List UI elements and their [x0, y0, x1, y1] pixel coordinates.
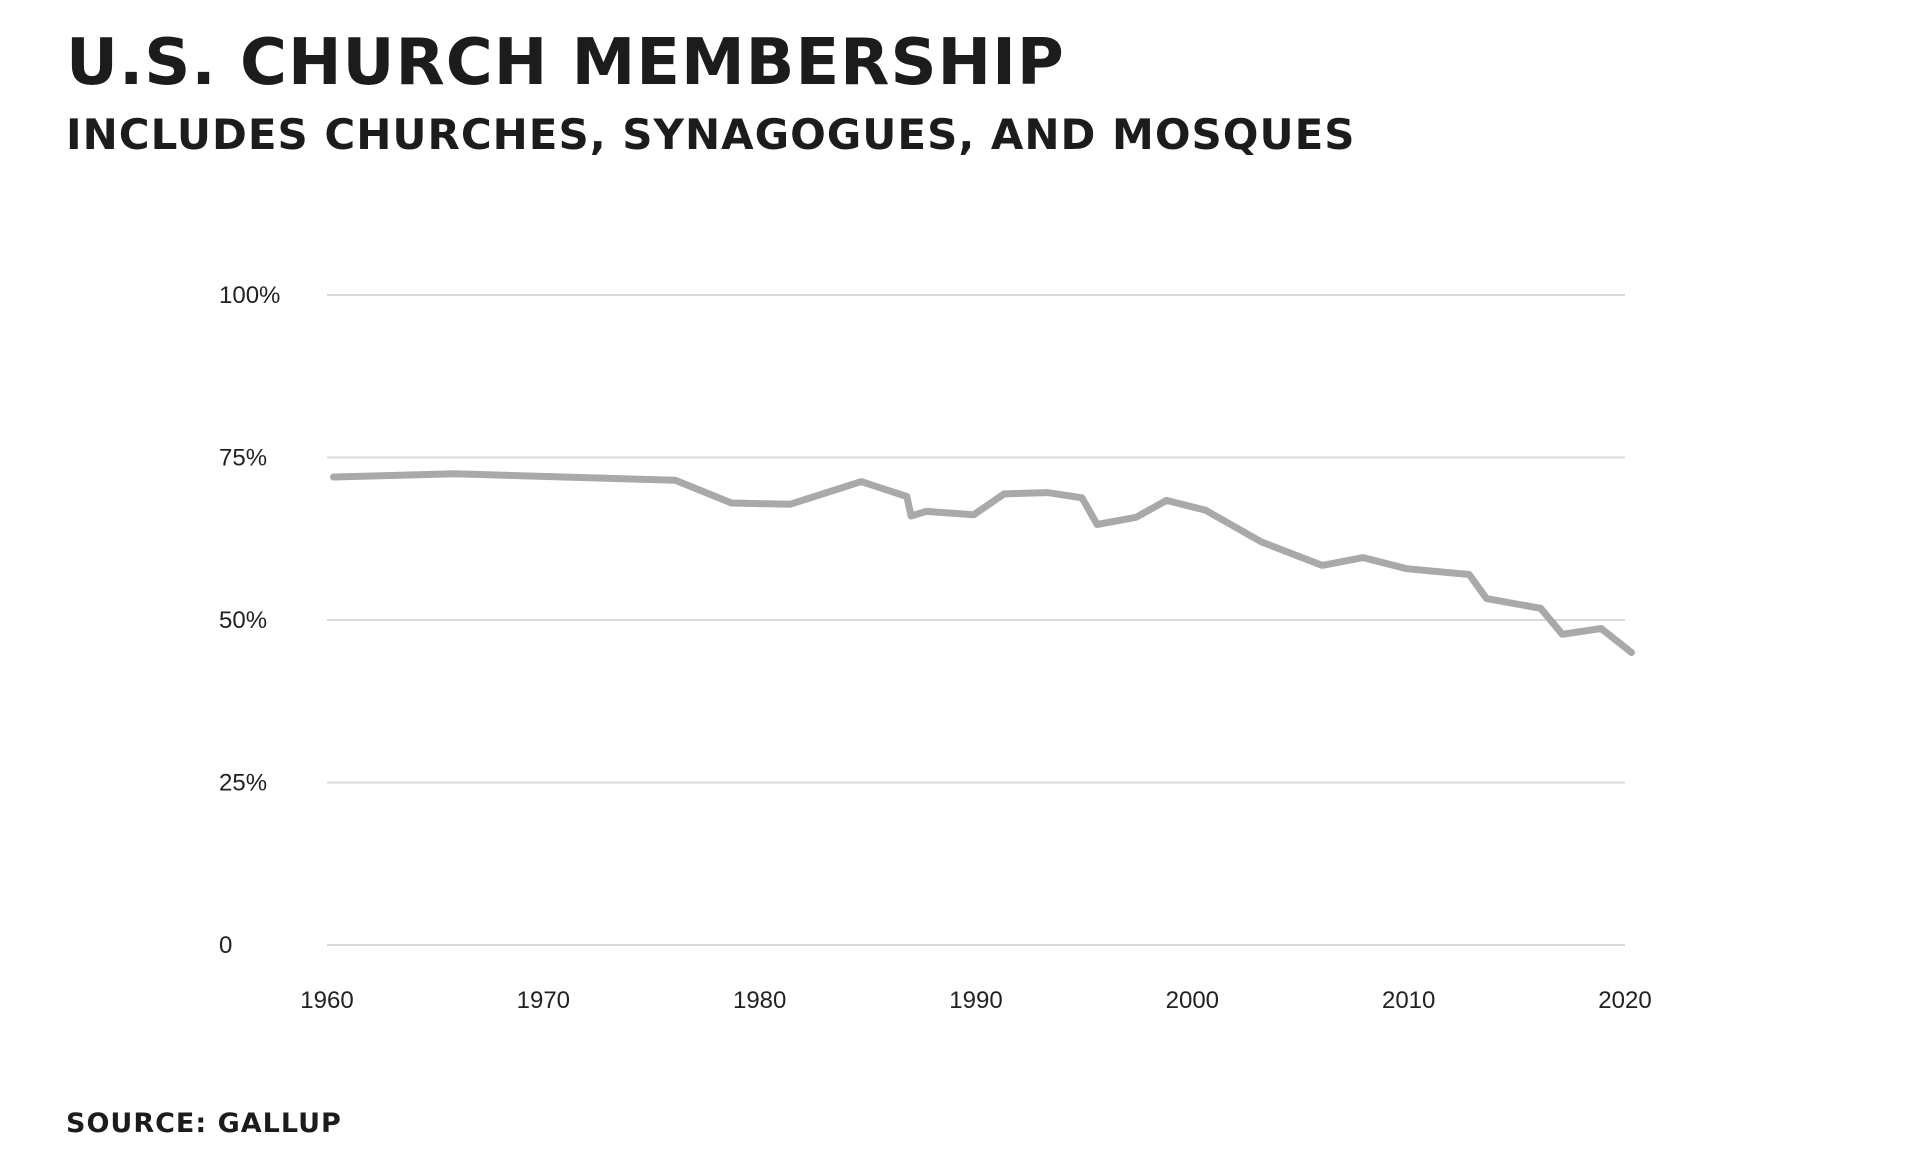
- chart-subtitle: INCLUDES CHURCHES, SYNAGOGUES, AND MOSQU…: [66, 110, 1356, 159]
- x-tick-label: 2000: [1166, 987, 1219, 1014]
- y-tick-label: 50%: [219, 607, 267, 634]
- x-tick-label: 2010: [1382, 987, 1435, 1014]
- chart-title: U.S. CHURCH MEMBERSHIP: [66, 26, 1065, 100]
- gridlines: [327, 294, 1625, 946]
- y-tick-label: 0: [219, 932, 232, 959]
- y-tick-label: 75%: [219, 445, 267, 472]
- x-tick-label: 1960: [300, 987, 353, 1014]
- series-layer: [330, 470, 1635, 656]
- y-axis-tick-labels: 0 25% 50% 75% 100%: [219, 282, 280, 959]
- y-tick-label: 25%: [219, 770, 267, 797]
- x-tick-label: 1980: [733, 987, 786, 1014]
- y-tick-label: 100%: [219, 282, 280, 309]
- x-axis-tick-labels: 1960 1970 1980 1990 2000 2010 2020: [300, 987, 1651, 1014]
- x-tick-label: 1990: [949, 987, 1002, 1014]
- x-tick-label: 1970: [517, 987, 570, 1014]
- source-note: SOURCE: GALLUP: [66, 1108, 342, 1139]
- x-tick-label: 2020: [1598, 987, 1651, 1014]
- series-line-0: [330, 470, 1635, 656]
